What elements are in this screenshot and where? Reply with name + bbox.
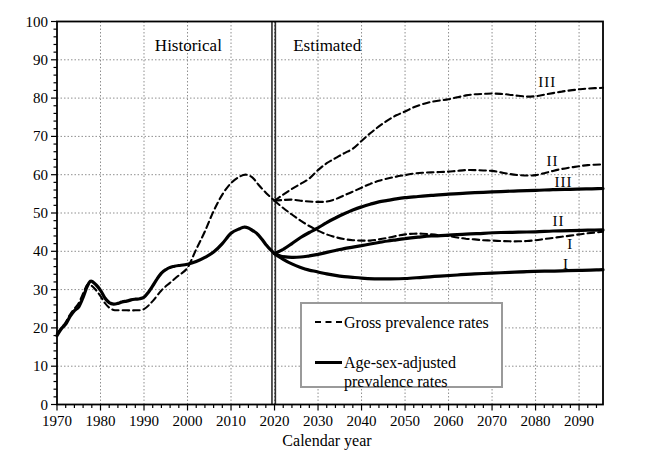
curve-label-II: II	[553, 213, 565, 230]
legend-label-adjusted: Age-sex-adjusted prevalence rates	[344, 353, 497, 391]
plot-canvas	[0, 0, 648, 468]
y-tick-label: 60	[14, 168, 48, 182]
x-tick-label: 2080	[514, 414, 558, 429]
series-gross-historical-line	[57, 175, 275, 334]
y-tick-label: 70	[14, 129, 48, 143]
x-tick-label: 1980	[79, 414, 123, 429]
series-adjusted-I-line	[275, 254, 603, 279]
solid-line-sample-icon	[315, 361, 342, 364]
x-tick-label: 2040	[340, 414, 384, 429]
y-tick-label: 90	[14, 53, 48, 67]
legend-item-gross: Gross prevalence rates	[315, 313, 497, 332]
x-axis-title: Calendar year	[282, 432, 371, 450]
x-tick-label: 2020	[253, 414, 297, 429]
x-tick-label: 2000	[166, 414, 210, 429]
x-tick-label: 2050	[383, 414, 427, 429]
region-label-estimated: Estimated	[293, 36, 361, 56]
curve-label-III: III	[538, 74, 556, 91]
region-label-historical: Historical	[155, 36, 222, 56]
x-tick-label: 1990	[122, 414, 166, 429]
y-tick-label: 30	[14, 283, 48, 297]
legend-item-adjusted: Age-sex-adjusted prevalence rates	[315, 353, 497, 391]
curve-label-I: I	[567, 235, 573, 252]
y-tick-label: 50	[14, 206, 48, 220]
legend-box: Gross prevalence rates Age-sex-adjusted …	[300, 302, 503, 388]
x-tick-label: 2060	[427, 414, 471, 429]
curve-label-II: II	[547, 152, 559, 169]
x-tick-label: 2010	[209, 414, 253, 429]
y-tick-label: 0	[14, 398, 48, 412]
y-tick-label: 80	[14, 91, 48, 105]
y-tick-label: 100	[14, 15, 48, 29]
x-tick-label: 2090	[557, 414, 601, 429]
y-tick-label: 20	[14, 321, 48, 335]
y-tick-label: 40	[14, 244, 48, 258]
curve-label-I: I	[563, 256, 569, 273]
prevalence-chart-figure: 0102030405060708090100197019801990200020…	[0, 0, 648, 468]
y-tick-label: 10	[14, 359, 48, 373]
curve-label-III: III	[554, 174, 572, 191]
x-tick-label: 2070	[470, 414, 514, 429]
dashed-line-sample-icon	[315, 321, 342, 323]
series-adjusted-historical-line	[57, 227, 275, 335]
x-tick-label: 2030	[296, 414, 340, 429]
legend-label-gross: Gross prevalence rates	[344, 313, 489, 332]
x-tick-label: 1970	[35, 414, 79, 429]
